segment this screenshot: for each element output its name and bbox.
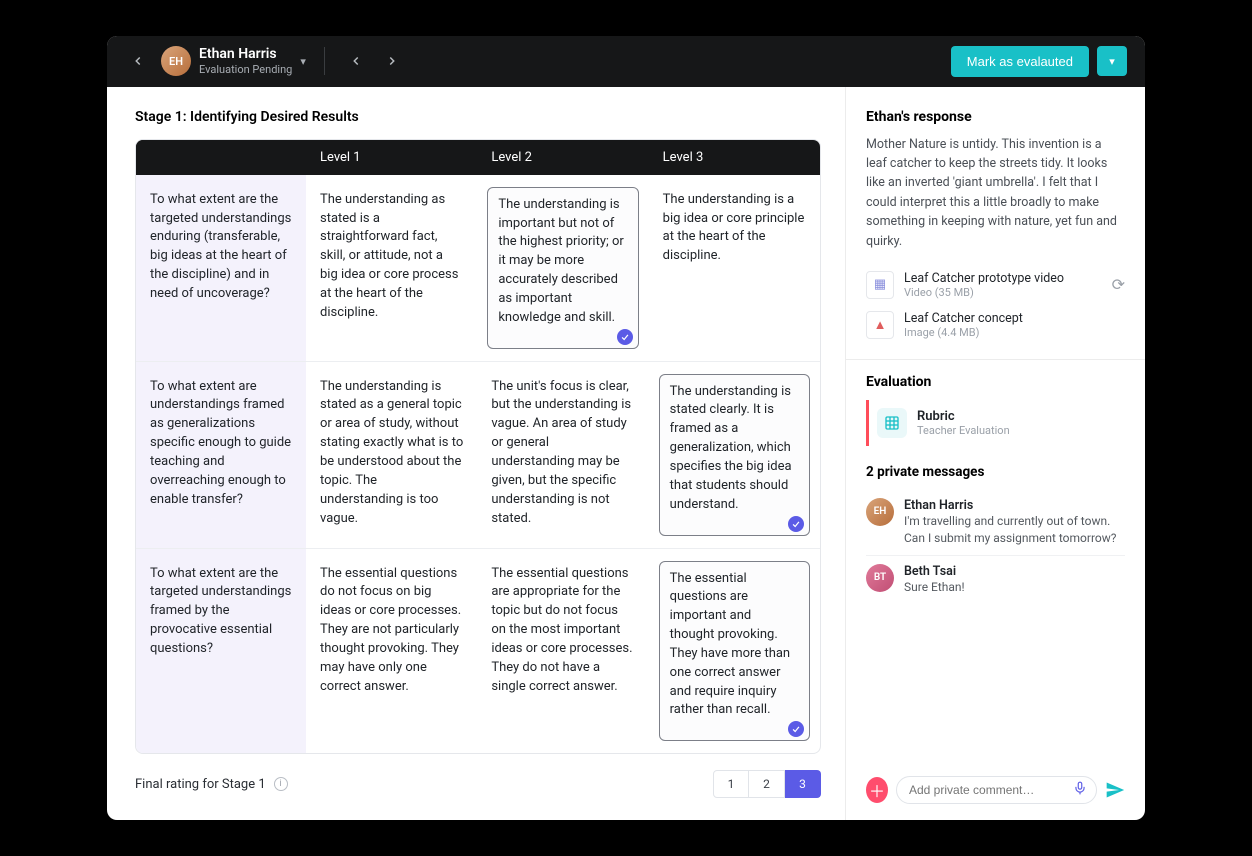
body: Stage 1: Identifying Desired Results Lev… <box>107 87 1145 821</box>
rubric-cell-text: The essential questions do not focus on … <box>316 561 467 701</box>
rubric-cell[interactable]: The understanding is stated clearly. It … <box>649 361 820 548</box>
message-author: Ethan Harris <box>904 498 1125 513</box>
evaluation-meta: Rubric Teacher Evaluation <box>917 409 1010 437</box>
attachment-item[interactable]: ▦ Leaf Catcher prototype video Video (35… <box>866 265 1125 305</box>
attachment-meta: Leaf Catcher prototype video Video (35 M… <box>904 271 1064 299</box>
rubric-table: Level 1 Level 2 Level 3 To what extent a… <box>135 139 821 755</box>
header: EH Ethan Harris Evaluation Pending ▾ Mar… <box>107 36 1145 87</box>
video-icon: ▦ <box>866 271 894 299</box>
rubric-cell-text: The essential questions are important an… <box>659 561 810 742</box>
comment-input[interactable] <box>896 776 1097 804</box>
mic-icon[interactable] <box>1073 781 1087 799</box>
rubric-header-level: Level 1 <box>306 140 477 175</box>
rubric-prompt: To what extent are the targeted understa… <box>136 175 306 361</box>
rubric-header-level: Level 3 <box>649 140 820 175</box>
rubric-icon <box>877 408 907 438</box>
message-text: Sure Ethan! <box>904 579 965 596</box>
evaluation-title: Evaluation <box>866 374 1125 390</box>
message-text: I'm travelling and currently out of town… <box>904 513 1125 547</box>
side-panel: Ethan's response Mother Nature is untidy… <box>845 87 1145 821</box>
rubric-cell[interactable]: The essential questions are important an… <box>649 548 820 754</box>
mark-evaluated-button[interactable]: Mark as evalauted <box>951 46 1089 77</box>
evaluation-card[interactable]: Rubric Teacher Evaluation <box>866 400 1125 446</box>
header-right: Mark as evalauted ▾ <box>951 46 1127 77</box>
info-icon[interactable]: i <box>274 777 288 791</box>
attachment-meta: Leaf Catcher concept Image (4.4 MB) <box>904 311 1023 339</box>
rubric-header-row: Level 1 Level 2 Level 3 <box>136 140 820 175</box>
add-attachment-button[interactable]: ＋ <box>866 777 888 803</box>
comment-input-wrap <box>896 776 1097 804</box>
caret-down-icon: ▾ <box>1109 55 1115 68</box>
messages-title: 2 private messages <box>866 464 1125 480</box>
user-avatar: EH <box>161 46 191 76</box>
user-status: Evaluation Pending <box>199 63 292 76</box>
rubric-cell[interactable]: The unit's focus is clear, but the under… <box>477 361 648 548</box>
user-block: Ethan Harris Evaluation Pending <box>199 46 292 76</box>
rubric-row: To what extent are the targeted understa… <box>136 548 820 754</box>
attachment-action-icon[interactable]: ⟳ <box>1112 275 1125 294</box>
rubric-cell-text: The essential questions are appropriate … <box>487 561 638 701</box>
attachment-size: Video (35 MB) <box>904 286 1064 299</box>
header-left: EH Ethan Harris Evaluation Pending ▾ <box>125 46 405 76</box>
response-text: Mother Nature is untidy. This invention … <box>866 135 1125 251</box>
rubric-header-blank <box>136 140 306 175</box>
rubric-cell-text: The understanding is stated clearly. It … <box>659 374 810 536</box>
message-avatar: EH <box>866 498 894 526</box>
rating-label: Final rating for Stage 1 i <box>135 777 288 792</box>
rating-row: Final rating for Stage 1 i 1 2 3 <box>135 770 821 798</box>
prev-student-button[interactable] <box>343 48 369 74</box>
main-panel: Stage 1: Identifying Desired Results Lev… <box>107 87 845 821</box>
rubric-cell[interactable]: The understanding is a big idea or core … <box>649 175 820 361</box>
composer: ＋ <box>866 762 1125 804</box>
rubric-cell[interactable]: The essential questions are appropriate … <box>477 548 648 754</box>
rubric-cell-text: The understanding is stated as a general… <box>316 374 467 533</box>
back-button[interactable] <box>125 48 151 74</box>
rating-pager: 1 2 3 <box>713 770 821 798</box>
mark-evaluated-menu-button[interactable]: ▾ <box>1097 46 1127 76</box>
user-selector[interactable]: EH Ethan Harris Evaluation Pending ▾ <box>161 46 306 76</box>
message-body: Ethan Harris I'm travelling and currentl… <box>904 498 1125 547</box>
next-student-button[interactable] <box>379 48 405 74</box>
rubric-cell[interactable]: The understanding as stated is a straigh… <box>306 175 477 361</box>
check-icon <box>617 329 633 345</box>
stage-title: Stage 1: Identifying Desired Results <box>135 109 821 125</box>
chevron-down-icon: ▾ <box>300 55 306 68</box>
message-item: BT Beth Tsai Sure Ethan! <box>866 555 1125 604</box>
rubric-prompt: To what extent are understandings framed… <box>136 361 306 548</box>
attachment-name: Leaf Catcher concept <box>904 311 1023 326</box>
message-author: Beth Tsai <box>904 564 965 579</box>
rubric-cell-text: The unit's focus is clear, but the under… <box>487 374 638 533</box>
divider <box>846 359 1145 360</box>
rubric-cell[interactable]: The essential questions do not focus on … <box>306 548 477 754</box>
rubric-cell[interactable]: The understanding is stated as a general… <box>306 361 477 548</box>
attachment-size: Image (4.4 MB) <box>904 326 1023 339</box>
attachment-name: Leaf Catcher prototype video <box>904 271 1064 286</box>
image-icon: ▲ <box>866 311 894 339</box>
rating-option[interactable]: 3 <box>785 770 821 798</box>
rubric-cell-text: The understanding is a big idea or core … <box>659 187 810 270</box>
app-window: EH Ethan Harris Evaluation Pending ▾ Mar… <box>107 36 1145 821</box>
check-icon <box>788 516 804 532</box>
send-button[interactable] <box>1105 780 1125 800</box>
response-title: Ethan's response <box>866 109 1125 125</box>
rubric-cell-text: The understanding is important but not o… <box>487 187 638 349</box>
evaluation-card-subtitle: Teacher Evaluation <box>917 424 1010 437</box>
divider <box>324 47 325 75</box>
rating-label-text: Final rating for Stage 1 <box>135 777 266 792</box>
evaluation-card-title: Rubric <box>917 409 1010 424</box>
rubric-header-level: Level 2 <box>477 140 648 175</box>
rubric-row: To what extent are understandings framed… <box>136 361 820 548</box>
rating-option[interactable]: 2 <box>749 770 785 798</box>
rubric-cell-text: The understanding as stated is a straigh… <box>316 187 467 327</box>
message-body: Beth Tsai Sure Ethan! <box>904 564 965 596</box>
rubric-prompt: To what extent are the targeted understa… <box>136 548 306 754</box>
attachment-item[interactable]: ▲ Leaf Catcher concept Image (4.4 MB) <box>866 305 1125 345</box>
rating-option[interactable]: 1 <box>713 770 749 798</box>
rubric-cell[interactable]: The understanding is important but not o… <box>477 175 648 361</box>
message-item: EH Ethan Harris I'm travelling and curre… <box>866 490 1125 555</box>
user-name: Ethan Harris <box>199 46 292 63</box>
rubric-row: To what extent are the targeted understa… <box>136 175 820 361</box>
message-avatar: BT <box>866 564 894 592</box>
